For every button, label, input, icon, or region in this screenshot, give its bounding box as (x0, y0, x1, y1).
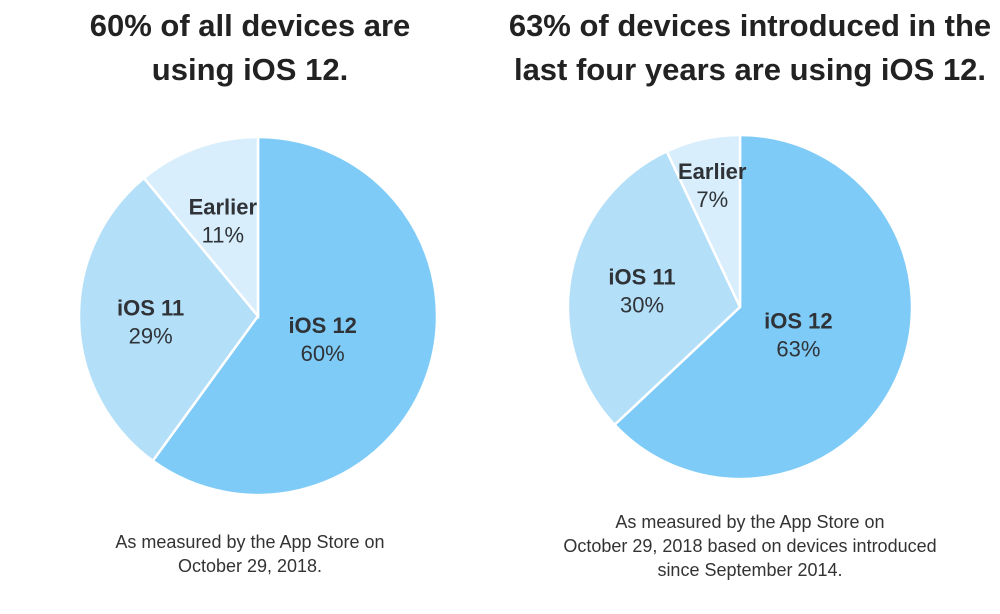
slice-value-label: 63% (776, 336, 820, 361)
slice-value-label: 29% (129, 323, 173, 348)
slice-value-label: 60% (301, 341, 345, 366)
pie-slice-ios-11 (77, 176, 260, 463)
chart-caption: As measured by the App Store on October … (0, 530, 500, 578)
chart-caption-line-1: As measured by the App Store on (615, 512, 885, 532)
pie-chart-all-devices: iOS 12 60% iOS 11 29% Earlier 11% (77, 135, 439, 497)
chart-title-line-1: 60% of all devices are (89, 8, 411, 43)
chart-caption-line-2: October 29, 2018 based on devices introd… (563, 536, 937, 556)
slice-label: iOS 12 (288, 313, 356, 338)
slice-label: Earlier (189, 194, 258, 219)
chart-caption-line-2: October 29, 2018. (177, 556, 323, 576)
chart-panel-all-devices: 60% of all devices are using iOS 12. iOS… (0, 4, 500, 578)
chart-title-line-1: 63% of devices introduced in the (508, 8, 992, 43)
pie-slice-ios-12 (151, 135, 439, 497)
slice-label: iOS 11 (117, 295, 184, 320)
pie-slice-ios-11 (566, 149, 742, 427)
chart-caption-line-1: As measured by the App Store on (115, 532, 385, 552)
pie-slice-earlier (665, 133, 742, 308)
chart-caption-line-3: since September 2014. (657, 560, 843, 580)
slice-value-label: 11% (202, 222, 244, 247)
chart-panel-recent-devices: 63% of devices introduced in the last fo… (500, 0, 1000, 614)
slice-label: iOS 11 (608, 264, 675, 289)
chart-title-line-2: using iOS 12. (151, 52, 349, 87)
slice-value-label: 30% (620, 292, 664, 317)
pie-chart-recent-devices: iOS 12 63% iOS 11 30% Earlier 7% (566, 133, 914, 481)
slice-value-label: 7% (696, 187, 728, 212)
pie-slice-earlier (142, 135, 260, 320)
chart-title: 63% of devices introduced in the last fo… (500, 4, 1000, 92)
slice-label: iOS 12 (764, 308, 832, 333)
chart-title: 60% of all devices are using iOS 12. (0, 4, 500, 92)
slice-label: Earlier (678, 159, 747, 184)
pie-slice-ios-12 (612, 133, 914, 481)
chart-caption: As measured by the App Store on October … (500, 510, 1000, 582)
chart-title-line-2: last four years are using iOS 12. (513, 52, 987, 87)
